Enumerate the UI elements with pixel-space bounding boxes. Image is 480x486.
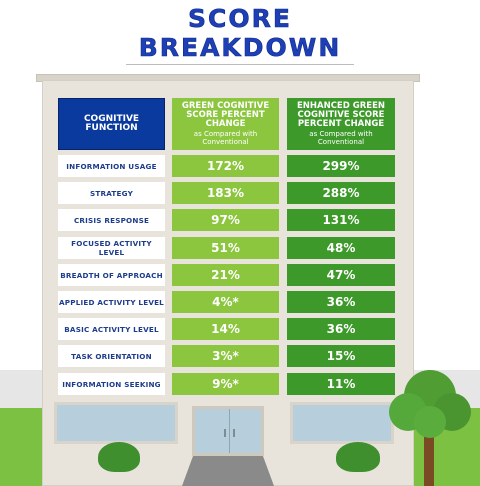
function-label: INFORMATION USAGE <box>58 155 165 177</box>
bush-right <box>336 442 380 472</box>
enhanced-score-value: 48% <box>287 237 395 259</box>
function-label: INFORMATION SEEKING <box>58 373 165 395</box>
header-enhanced-score-note: as Compared with Conventional <box>309 130 373 146</box>
enhanced-score-value: 36% <box>287 318 395 340</box>
door-handle-right <box>233 429 235 437</box>
walkway <box>182 456 274 486</box>
enhanced-score-value: 47% <box>287 264 395 286</box>
door-handle-left <box>224 429 226 437</box>
header-cognitive-function: COGNITIVE FUNCTION <box>58 98 165 150</box>
header-cognitive-function-label: COGNITIVE FUNCTION <box>83 114 140 133</box>
green-score-value: 97% <box>172 209 279 231</box>
function-label: CRISIS RESPONSE <box>58 209 165 231</box>
window-left <box>54 402 178 444</box>
green-score-value: 172% <box>172 155 279 177</box>
header-green-score-label: GREEN COGNITIVE SCORE PERCENT CHANGE <box>181 101 270 129</box>
function-label: BASIC ACTIVITY LEVEL <box>58 318 165 340</box>
green-score-value: 4%* <box>172 291 279 313</box>
function-label: BREADTH OF APPROACH <box>58 264 165 286</box>
door-split <box>229 409 230 453</box>
function-label: FOCUSED ACTIVITY LEVEL <box>58 237 165 259</box>
green-score-value: 14% <box>172 318 279 340</box>
skyline-left <box>0 370 44 412</box>
entrance-door <box>192 406 264 456</box>
enhanced-score-value: 131% <box>287 209 395 231</box>
green-score-value: 21% <box>172 264 279 286</box>
enhanced-score-value: 11% <box>287 373 395 395</box>
green-score-value: 51% <box>172 237 279 259</box>
title-line-1: SCORE <box>188 4 292 34</box>
function-label: APPLIED ACTIVITY LEVEL <box>58 291 165 313</box>
enhanced-score-value: 299% <box>287 155 395 177</box>
green-score-value: 3%* <box>172 345 279 367</box>
header-green-score: GREEN COGNITIVE SCORE PERCENT CHANGE as … <box>172 98 279 150</box>
green-score-value: 183% <box>172 182 279 204</box>
header-green-score-note: as Compared with Conventional <box>193 130 258 146</box>
header-enhanced-score: ENHANCED GREEN COGNITIVE SCORE PERCENT C… <box>287 98 395 150</box>
title-divider <box>126 64 354 65</box>
tree-icon <box>389 370 471 486</box>
enhanced-score-value: 15% <box>287 345 395 367</box>
header-enhanced-score-label: ENHANCED GREEN COGNITIVE SCORE PERCENT C… <box>296 101 386 129</box>
enhanced-score-value: 288% <box>287 182 395 204</box>
function-label: STRATEGY <box>58 182 165 204</box>
bush-left <box>98 442 140 472</box>
enhanced-score-value: 36% <box>287 291 395 313</box>
title-line-2: BREAKDOWN <box>138 33 342 63</box>
green-score-value: 9%* <box>172 373 279 395</box>
window-right <box>290 402 394 444</box>
function-label: TASK ORIENTATION <box>58 345 165 367</box>
